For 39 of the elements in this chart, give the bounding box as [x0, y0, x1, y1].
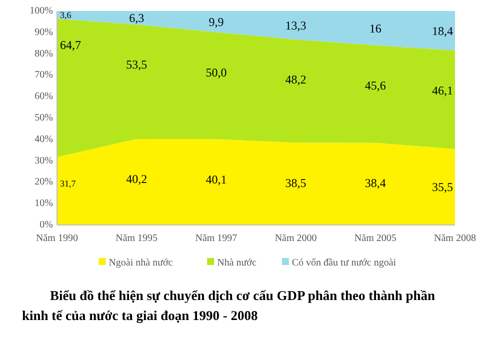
y-tick-label: 40% [34, 134, 53, 145]
data-label: 3,6 [60, 10, 72, 20]
y-tick-label: 20% [34, 176, 53, 188]
text: Biểu đồ thể hiện sự chuyển dịch cơ cấu GDP phân theo thành phần kinh tế của nước ta giai đoạn 1990 - 2008 [22, 288, 436, 323]
data-label: 45,6 [364, 78, 386, 92]
y-tick-label: 80% [34, 48, 53, 60]
y-tick-label: 70% [34, 70, 53, 81]
data-label: 18,4 [432, 24, 453, 38]
data-label: 13,3 [285, 18, 306, 32]
x-tick-label: Năm 1997 [195, 233, 238, 244]
data-label: 48,2 [285, 72, 306, 87]
data-label: 50,0 [206, 65, 227, 80]
y-tick-label: 0% [40, 220, 53, 230]
data-label: 40,2 [126, 172, 148, 186]
data-label: 38,4 [364, 176, 386, 190]
data-label: 6,3 [129, 10, 144, 25]
x-tick-label: Năm 1990 [36, 233, 78, 244]
y-tick-label: 30% [34, 155, 53, 166]
y-tick-label: 90% [34, 26, 53, 38]
x-tick-label: Năm 1995 [116, 233, 158, 244]
data-label: 64,7 [60, 38, 81, 52]
legend-label: Có vốn đầu tư nước ngoài [292, 258, 396, 268]
data-label: 35,5 [432, 180, 453, 194]
y-tick-label: 10% [34, 198, 53, 210]
data-label: 40,1 [206, 172, 227, 186]
x-tick-label: Năm 2008 [434, 233, 476, 244]
x-tick-label: Năm 2000 [274, 233, 317, 244]
data-label: 31,7 [60, 178, 76, 188]
y-tick-label: 50% [34, 112, 53, 124]
x-tick-label: Năm 2005 [354, 233, 396, 244]
data-label: 38,5 [285, 176, 306, 190]
legend-label: Ngoài nhà nước [108, 258, 174, 268]
legend-label: Nhà nước [217, 258, 257, 268]
data-label: 16 [369, 21, 382, 36]
data-label: 46,1 [432, 84, 453, 98]
y-tick-label: 60% [34, 91, 53, 102]
data-label: 9,9 [208, 14, 224, 29]
data-label: 53,5 [126, 58, 148, 72]
y-tick-label: 100% [30, 6, 53, 16]
